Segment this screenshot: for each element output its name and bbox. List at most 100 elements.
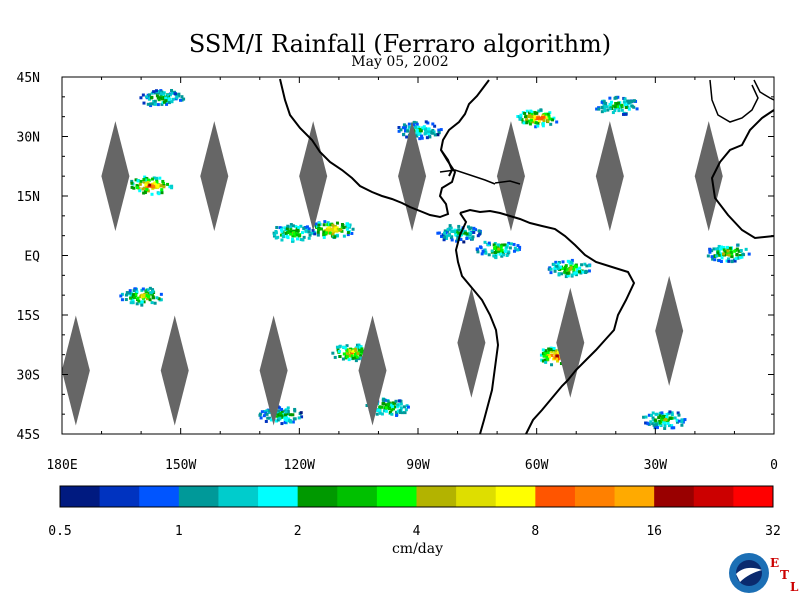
rain-pixel — [733, 249, 737, 253]
rain-pixel — [608, 102, 612, 106]
rain-pixel — [651, 411, 655, 415]
rain-pixel — [359, 353, 363, 357]
rain-pixel — [600, 110, 604, 114]
rain-pixel — [530, 118, 534, 122]
rain-pixel — [422, 125, 426, 129]
rain-pixel — [660, 411, 664, 415]
rain-pixel — [460, 233, 464, 237]
rain-pixel — [455, 239, 459, 243]
rain-pixel — [670, 424, 674, 428]
rain-pixel — [655, 425, 659, 429]
rain-pixel — [543, 358, 547, 362]
rain-pixel — [602, 100, 606, 104]
rain-pixel — [665, 415, 669, 419]
rain-pixel — [546, 119, 550, 123]
rain-pixel — [569, 267, 573, 271]
rain-pixel — [457, 228, 461, 232]
rain-pixel — [345, 227, 349, 231]
rain-pixel — [145, 178, 149, 182]
rain-pixel — [564, 264, 568, 268]
rain-pixel — [453, 230, 457, 234]
rain-pixel — [151, 177, 155, 181]
rain-pixel — [543, 112, 547, 116]
rain-pixel — [277, 409, 281, 413]
rain-pixel — [175, 94, 179, 98]
rain-pixel — [570, 273, 574, 277]
rain-pixel — [130, 185, 134, 189]
colorbar-swatch — [218, 486, 259, 507]
rain-pixel — [342, 226, 346, 230]
rain-pixel — [505, 243, 509, 247]
rain-pixel — [295, 233, 299, 237]
rain-pixel — [423, 128, 427, 132]
rain-pixel — [390, 405, 394, 409]
rain-pixel — [554, 349, 558, 353]
rain-pixel — [683, 418, 687, 422]
rain-pixel — [162, 185, 166, 189]
rain-pixel — [167, 97, 171, 101]
rain-pixel — [563, 270, 567, 274]
rain-pixel — [557, 354, 561, 358]
rain-pixel — [394, 410, 398, 414]
rain-pixel — [530, 112, 534, 116]
rain-pixel — [143, 191, 147, 195]
rain-pixel — [505, 253, 509, 257]
rain-pixel — [148, 298, 152, 302]
rain-pixel — [391, 401, 395, 405]
rain-pixel — [717, 253, 721, 257]
rain-pixel — [708, 250, 712, 254]
rain-pixel — [713, 258, 717, 262]
rain-pixel — [147, 97, 151, 101]
no-data-swath-gaps — [61, 121, 723, 426]
rain-pixel — [129, 301, 133, 305]
rain-pixel — [351, 227, 355, 231]
no-data-gap — [595, 121, 624, 232]
rain-pixel — [339, 228, 343, 232]
rain-pixel — [151, 288, 155, 292]
rain-pixel — [328, 231, 332, 235]
coastline-africa — [710, 109, 775, 240]
rain-pixel — [130, 292, 134, 296]
rain-pixel — [278, 226, 282, 230]
rain-pixel — [326, 223, 330, 227]
rain-pixel — [297, 416, 301, 420]
rain-pixel — [429, 130, 433, 134]
rain-pixel — [148, 93, 152, 97]
rain-pixel — [170, 88, 174, 92]
rain-pixel — [427, 127, 431, 131]
rain-pixel — [720, 256, 724, 260]
rain-pixel — [175, 96, 179, 100]
rain-pixel — [572, 267, 576, 271]
rain-pixel — [499, 247, 503, 251]
rain-pixel — [351, 356, 355, 360]
rain-pixel — [513, 246, 517, 250]
colorbar — [59, 485, 774, 508]
rain-pixel — [725, 259, 729, 263]
rain-pixel — [493, 250, 497, 254]
rain-pixel — [436, 231, 440, 235]
rain-pixel — [283, 413, 287, 417]
rain-pixel — [150, 192, 154, 196]
rain-pixel — [529, 109, 533, 113]
rain-pixel — [142, 191, 146, 195]
rain-pixel — [616, 95, 620, 99]
rain-pixel — [316, 233, 320, 237]
rain-pixel — [541, 352, 545, 356]
rain-pixel — [307, 236, 311, 240]
rain-area — [258, 405, 304, 426]
rain-pixel — [502, 253, 506, 257]
rain-pixel — [680, 418, 684, 422]
rain-pixel — [632, 99, 636, 103]
etl-letter-e: E — [770, 556, 780, 570]
rain-area — [475, 240, 522, 260]
rain-pixel — [285, 227, 289, 231]
rain-pixel — [148, 286, 152, 290]
rain-pixel — [293, 417, 297, 421]
no-data-gap — [655, 275, 684, 386]
rain-pixel — [138, 189, 142, 193]
rain-pixel — [140, 300, 144, 304]
rain-pixel — [734, 257, 738, 261]
rain-pixel — [544, 116, 548, 120]
rain-pixel — [517, 247, 521, 251]
rain-pixel — [649, 413, 653, 417]
